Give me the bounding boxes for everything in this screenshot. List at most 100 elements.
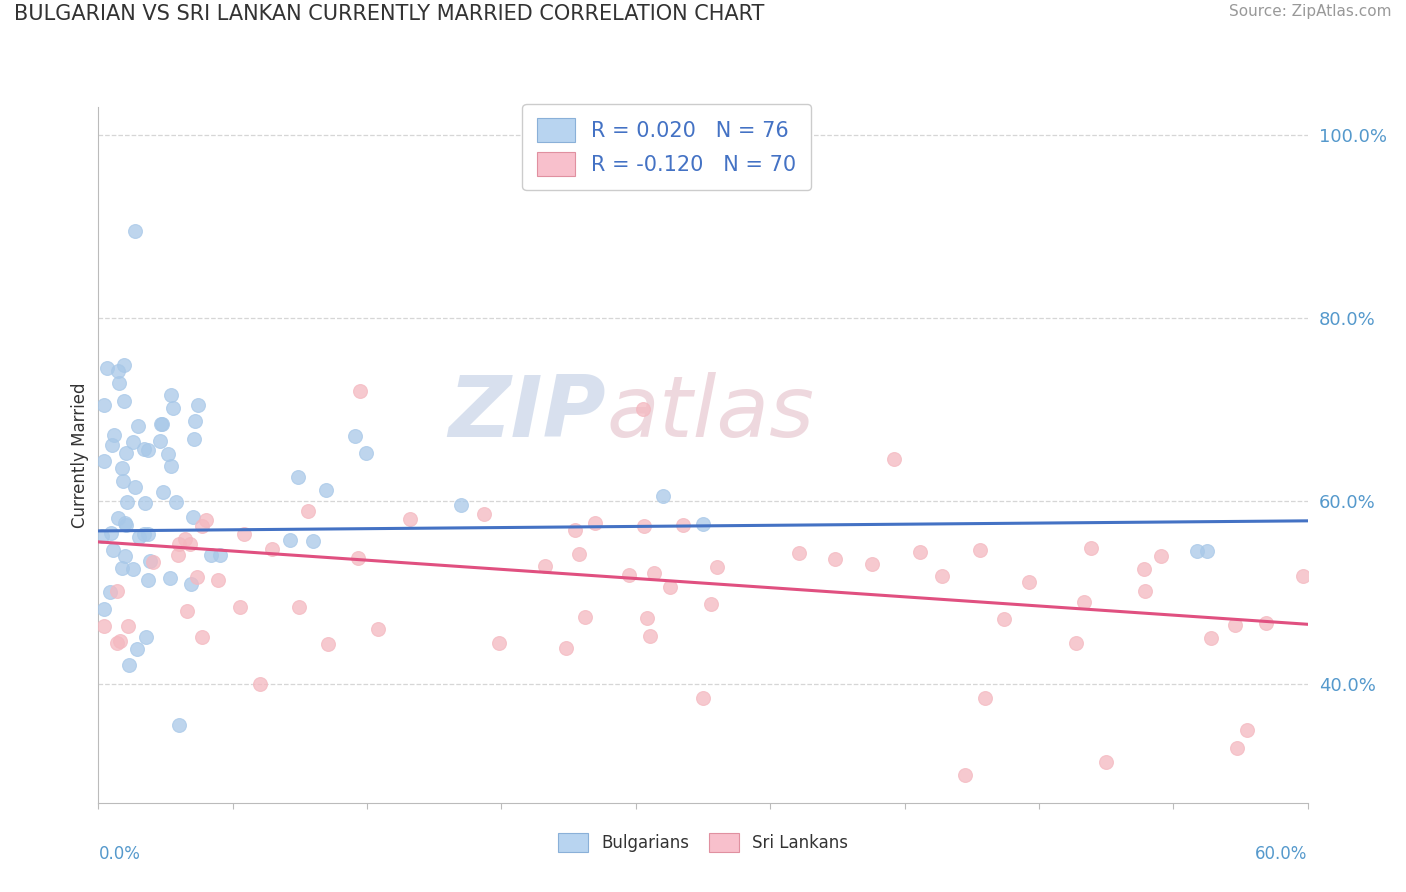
Point [631,402,654,417]
Point [117,619,139,633]
Point [112,394,135,409]
Point [98,585,121,599]
Point [640,629,662,643]
Y-axis label: Currently Married: Currently Married [72,382,90,528]
Point [583,516,606,530]
Point [183,510,205,524]
Point [93,454,115,468]
Point [128,530,150,544]
Point [367,623,389,637]
Point [302,534,325,549]
Point [1150,549,1173,563]
Point [190,518,212,533]
Point [90,529,112,543]
Point [156,446,179,460]
Point [160,458,183,473]
Point [121,562,143,576]
Point [134,527,156,541]
Point [651,489,673,503]
Point [93,618,115,632]
Point [860,557,883,571]
Point [105,583,128,598]
Point [636,611,658,625]
Point [127,419,149,434]
Point [162,401,184,415]
Point [633,519,655,533]
Point [969,543,991,558]
Point [316,637,339,651]
Point [1095,755,1118,769]
Point [103,427,125,442]
Point [184,414,207,428]
Point [142,555,165,569]
Point [568,547,591,561]
Point [118,658,141,673]
Point [472,507,495,521]
Point [93,398,115,412]
Point [125,642,148,657]
Point [174,532,197,546]
Point [167,718,190,732]
Point [659,581,682,595]
Point [111,461,134,475]
Point [1226,740,1249,755]
Point [700,597,723,611]
Point [692,516,714,531]
Point [136,573,159,587]
Point [287,470,309,484]
Point [619,567,641,582]
Point [706,560,728,574]
Point [249,677,271,691]
Point [93,602,115,616]
Point [124,224,146,238]
Point [191,630,214,644]
Point [139,554,162,568]
Point [315,483,337,497]
Point [114,446,136,460]
Point [278,533,301,548]
Text: ZIP: ZIP [449,372,606,455]
Point [672,518,695,533]
Point [183,432,205,446]
Point [233,527,256,541]
Point [1223,618,1246,632]
Point [450,498,472,512]
Point [207,573,229,587]
Point [346,550,368,565]
Point [1292,568,1315,582]
Point [488,636,510,650]
Point [100,525,122,540]
Point [931,568,953,582]
Point [195,513,218,527]
Point [262,541,284,556]
Point [993,612,1015,626]
Text: atlas: atlas [606,372,814,455]
Point [824,551,846,566]
Point [114,549,136,563]
Point [149,417,172,431]
Point [1080,541,1102,555]
Point [787,546,810,560]
Point [166,548,188,562]
Point [297,504,319,518]
Point [112,474,135,488]
Point [208,548,231,562]
Point [134,496,156,510]
Point [149,434,172,449]
Point [114,516,136,530]
Point [643,566,665,581]
Point [134,442,156,456]
Point [108,376,131,391]
Point [159,571,181,585]
Point [96,361,118,376]
Point [1195,544,1218,558]
Point [186,570,208,584]
Point [564,523,586,537]
Point [1064,636,1087,650]
Point [152,485,174,500]
Point [103,543,125,558]
Point [974,690,997,705]
Point [1133,583,1156,598]
Legend: Bulgarians, Sri Lankans: Bulgarians, Sri Lankans [550,824,856,861]
Point [910,544,932,558]
